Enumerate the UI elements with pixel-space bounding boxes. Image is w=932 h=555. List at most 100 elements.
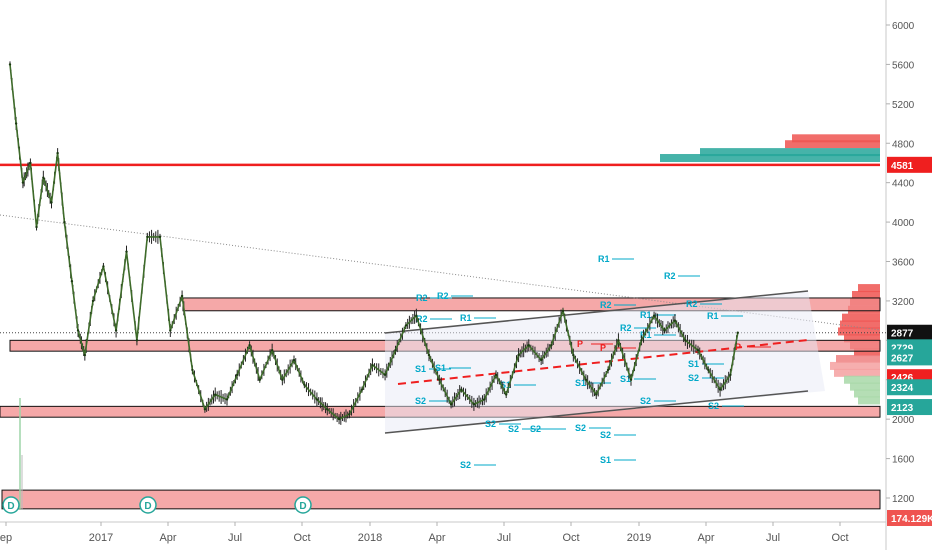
price-point xyxy=(76,329,80,332)
price-point xyxy=(281,378,284,381)
y-tick-label: 3600 xyxy=(892,258,915,269)
price-point xyxy=(617,339,620,342)
x-tick-label: Oct xyxy=(831,532,848,544)
volume-profile-bar xyxy=(834,368,880,377)
price-point xyxy=(404,324,408,327)
pivot-label: S2 xyxy=(688,373,699,383)
pivot-label: P xyxy=(735,342,741,352)
pivot-label: R2 xyxy=(664,271,676,281)
price-point xyxy=(550,344,553,347)
y-tick-label: 6000 xyxy=(892,21,915,32)
price-point xyxy=(517,353,520,357)
channel xyxy=(384,290,825,434)
price-badge xyxy=(887,379,932,396)
price-point xyxy=(225,398,229,401)
volume-profile-bar xyxy=(844,334,880,343)
price-point xyxy=(595,393,598,396)
price-point xyxy=(707,368,710,372)
price-point xyxy=(214,393,217,396)
price-point xyxy=(684,339,687,342)
pivot-label: R2 xyxy=(600,300,612,310)
price-point xyxy=(606,368,610,372)
y-tick-label: 2000 xyxy=(892,415,915,426)
x-tick-label: ep xyxy=(0,532,12,544)
pivot-label: S1 xyxy=(600,455,611,465)
pivot-label: S2 xyxy=(640,396,651,406)
price-badge-label: 2324 xyxy=(891,383,914,394)
pivot-label: R2 xyxy=(620,323,632,333)
x-tick-label: Apr xyxy=(697,532,714,544)
price-point xyxy=(472,403,476,406)
price-badge-label: 4581 xyxy=(891,161,914,172)
y-tick-label: 3200 xyxy=(892,297,915,308)
channel-midline xyxy=(397,339,809,385)
price-point xyxy=(235,373,239,377)
downtrend-dotted-line xyxy=(0,214,881,331)
price-point xyxy=(91,299,95,303)
price-point xyxy=(561,309,565,312)
pivot-label: S1 xyxy=(620,374,631,384)
price-point xyxy=(494,373,498,377)
pivot-label: R2 xyxy=(437,291,449,301)
pivot-label: S2 xyxy=(485,419,496,429)
price-point xyxy=(315,398,319,401)
volume-profile-bar xyxy=(858,284,880,293)
price-point xyxy=(449,403,453,406)
support-resistance-zone xyxy=(1,489,881,510)
volume-profile-bar xyxy=(852,290,880,299)
price-point xyxy=(460,388,463,391)
price-point xyxy=(70,280,74,283)
price-badge-label: 2426 xyxy=(891,373,914,384)
x-tick-label: Apr xyxy=(428,532,445,544)
price-point xyxy=(584,378,588,381)
price-point xyxy=(203,408,207,411)
price-badge-label: 2729 xyxy=(891,343,914,354)
price-point xyxy=(102,265,105,268)
price-point xyxy=(191,368,194,372)
price-point xyxy=(663,329,666,332)
event-marker-circle xyxy=(139,496,157,514)
price-point xyxy=(42,176,45,179)
price-point xyxy=(652,314,656,317)
x-tick-label: Jul xyxy=(766,532,780,544)
x-tick-label: Apr xyxy=(159,532,176,544)
price-point xyxy=(337,417,341,421)
price-badge xyxy=(887,399,932,416)
channel-lower-line xyxy=(384,390,809,434)
volume-profile-bar xyxy=(700,148,880,157)
volume-profile-bar xyxy=(836,355,880,364)
price-point xyxy=(673,319,677,322)
y-tick-label: 1600 xyxy=(892,455,915,466)
price-point xyxy=(736,331,739,334)
pivot-label: R1 xyxy=(707,311,719,321)
price-point xyxy=(629,378,633,381)
x-tick-label: Oct xyxy=(562,532,579,544)
volume-profile-bar xyxy=(850,382,880,391)
x-tick-label: Oct xyxy=(293,532,310,544)
y-tick-labels: 6000560052004800440040003600320028002400… xyxy=(886,21,915,505)
event-marker-label: D xyxy=(299,501,306,512)
price-point xyxy=(483,398,486,401)
y-tick-label: 4400 xyxy=(892,179,915,190)
y-tick-label: 1200 xyxy=(892,494,915,505)
price-badge-label: 174.129K xyxy=(891,514,932,525)
price-point xyxy=(146,235,149,239)
pivot-label: S2 xyxy=(600,430,611,440)
price-point xyxy=(292,358,296,362)
pivot-label: S1 xyxy=(575,378,586,388)
volume-profile-bar xyxy=(785,140,880,149)
pivot-label: S2 xyxy=(415,396,426,406)
price-point xyxy=(415,314,418,317)
x-tick-label: 2017 xyxy=(89,532,113,544)
price-point xyxy=(640,339,643,342)
price-badge-label: 2627 xyxy=(891,353,914,364)
price-point xyxy=(718,388,722,391)
volume-profile-bar xyxy=(838,327,880,336)
y-tick-label: 4800 xyxy=(892,139,915,150)
x-tick-label: 2018 xyxy=(358,532,382,544)
price-point xyxy=(326,408,329,411)
channel-upper-line xyxy=(384,290,809,334)
